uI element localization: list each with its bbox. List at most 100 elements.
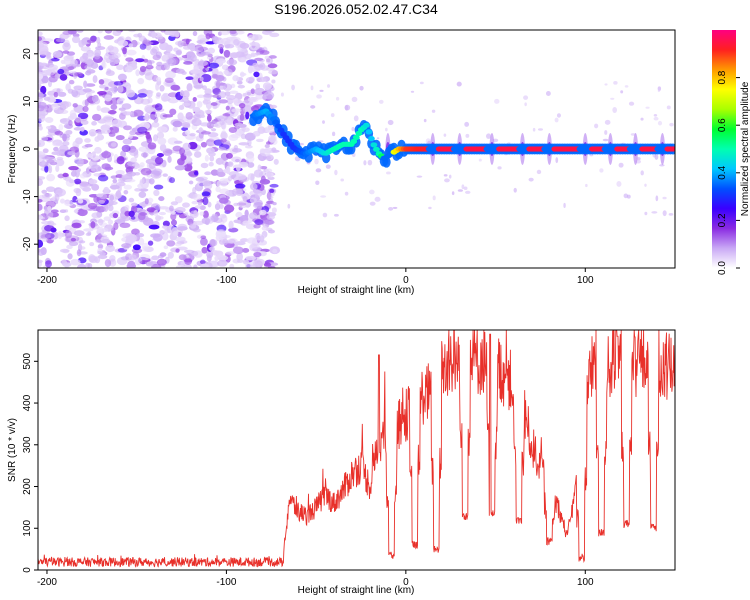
- spectrogram-noise-blob: [156, 152, 164, 158]
- spectrogram-noise-blob: [44, 224, 55, 232]
- spectrogram-noise-blob: [87, 231, 92, 236]
- spectrogram-noise-blob: [211, 213, 218, 218]
- spectrogram-noise-blob: [246, 237, 258, 244]
- spectrogram-noise-blob: [662, 210, 667, 217]
- spectrogram-noise-blob: [225, 165, 231, 175]
- spectrogram-noise-blob: [38, 239, 44, 248]
- spectrogram-noise-blob: [269, 183, 279, 188]
- spectrogram-noise-blob: [95, 206, 106, 213]
- spectrogram-noise-blob: [210, 216, 220, 221]
- spectrogram-noise-blob: [145, 261, 154, 267]
- spectrogram-noise-blob: [170, 212, 177, 221]
- spectrogram-noise-blob: [112, 30, 122, 37]
- spectrogram-noise-blob: [208, 161, 214, 167]
- spectrogram-noise-blob: [250, 243, 260, 249]
- spectrogram-noise-blob: [231, 148, 242, 153]
- spectrogram-noise-blob: [147, 59, 153, 69]
- spectrogram-noise-blob: [125, 178, 136, 183]
- spectrogram-noise-blob: [461, 184, 465, 190]
- spectrogram-noise-blob: [192, 97, 197, 102]
- spectrogram-noise-blob: [152, 233, 163, 242]
- spectrogram-noise-blob: [158, 216, 164, 220]
- spectrogram-noise-blob: [210, 169, 219, 176]
- spectrogram-noise-blob: [253, 224, 261, 229]
- spectrogram-noise-blob: [222, 83, 233, 91]
- spectrogram-noise-blob: [218, 44, 224, 50]
- spectrogram-noise-blob: [199, 211, 205, 216]
- spectrogram-noise-blob: [250, 52, 256, 58]
- snr-x-label: Height of straight line (km): [298, 585, 415, 596]
- spectrogram-noise-blob: [97, 91, 107, 95]
- spectrogram-noise-blob: [242, 220, 251, 225]
- spectrogram-noise-blob: [254, 189, 263, 197]
- spectrogram-noise-blob: [73, 85, 83, 91]
- spectrogram-noise-blob: [169, 108, 177, 116]
- spectrogram-noise-blob: [259, 148, 271, 157]
- spectrogram-noise-blob: [219, 188, 230, 195]
- spectrogram-noise-blob: [172, 120, 183, 128]
- spectrogram-noise-blob: [81, 39, 88, 46]
- spectrogram-noise-blob: [59, 198, 66, 204]
- spectrogram-noise-blob: [38, 113, 46, 123]
- spectrogram-noise-blob: [325, 164, 331, 169]
- spectrogram-noise-blob: [464, 121, 470, 127]
- spectrogram-noise-blob: [221, 37, 231, 45]
- spectrogram-noise-blob: [532, 127, 536, 132]
- spectrogram-noise-blob: [63, 58, 72, 66]
- spectrogram-noise-blob: [193, 264, 198, 268]
- spectrogram-noise-blob: [254, 219, 264, 225]
- spectrogram-noise-blob: [238, 161, 249, 168]
- spectrogram-noise-blob: [250, 88, 255, 95]
- spectrogram-noise-blob: [545, 91, 551, 96]
- spectrogram-noise-blob: [123, 184, 132, 190]
- spectrogram-noise-blob: [644, 183, 647, 187]
- spectrogram-noise-blob: [212, 87, 221, 95]
- spectrogram-noise-blob: [141, 201, 146, 209]
- spectrogram-noise-blob: [41, 189, 47, 194]
- spectrogram-noise-blob: [443, 174, 448, 177]
- spectrogram-noise-blob: [103, 216, 111, 221]
- spectrogram-noise-blob: [155, 51, 162, 59]
- spectrogram-noise-blob: [55, 142, 64, 146]
- colorbar-tick-label: 0.0: [717, 261, 728, 275]
- spectrogram-noise-blob: [201, 191, 211, 197]
- spectrogram-noise-blob: [97, 174, 109, 182]
- spectrogram-noise-blob: [247, 34, 255, 41]
- spectrogram-noise-blob: [164, 77, 174, 84]
- spectrogram-x-tick-label: -200: [37, 275, 57, 286]
- spectrogram-noise-blob: [246, 154, 255, 163]
- spectrogram-noise-blob: [202, 98, 209, 106]
- spectrogram-noise-blob: [43, 96, 51, 101]
- spectrogram-noise-blob: [177, 40, 184, 48]
- spectrogram-noise-blob: [151, 121, 160, 128]
- spectrogram-noise-blob: [127, 260, 136, 268]
- spectrogram-noise-blob: [87, 165, 93, 170]
- spectrogram-noise-blob: [64, 215, 70, 222]
- spectrogram-noise-blob: [73, 230, 85, 237]
- spectrogram-noise-blob: [273, 158, 279, 165]
- spectrogram-noise-blob: [237, 84, 245, 89]
- spectrogram-noise-blob: [40, 247, 47, 256]
- spectrogram-noise-blob: [68, 165, 79, 171]
- spectrogram-noise-blob: [82, 105, 89, 113]
- spectrogram-noise-blob: [392, 206, 398, 209]
- spectrogram-noise-blob: [256, 138, 264, 143]
- spectrogram-noise-blob: [96, 193, 104, 198]
- spectrogram-noise-blob: [88, 129, 97, 137]
- spectrogram-noise-blob: [56, 88, 61, 93]
- figure-title: S196.2026.052.02.47.C34: [274, 1, 438, 17]
- spectrogram-noise-blob: [46, 210, 54, 219]
- spectrogram-noise-blob: [85, 83, 96, 87]
- spectrogram-noise-blob: [40, 136, 49, 142]
- spectrogram-noise-blob: [167, 97, 179, 104]
- snr-y-tick-label: 400: [22, 394, 33, 411]
- spectrogram-noise-blob: [163, 245, 169, 250]
- snr-y-tick-label: 0: [22, 567, 33, 573]
- spectrogram-noise-blob: [232, 258, 241, 264]
- spectrogram-noise-blob: [115, 190, 122, 198]
- spectrogram-noise-blob: [655, 195, 659, 202]
- spectrogram-noise-blob: [46, 159, 55, 164]
- spectrogram-noise-blob: [651, 211, 658, 214]
- spectrogram-noise-blob: [45, 260, 52, 268]
